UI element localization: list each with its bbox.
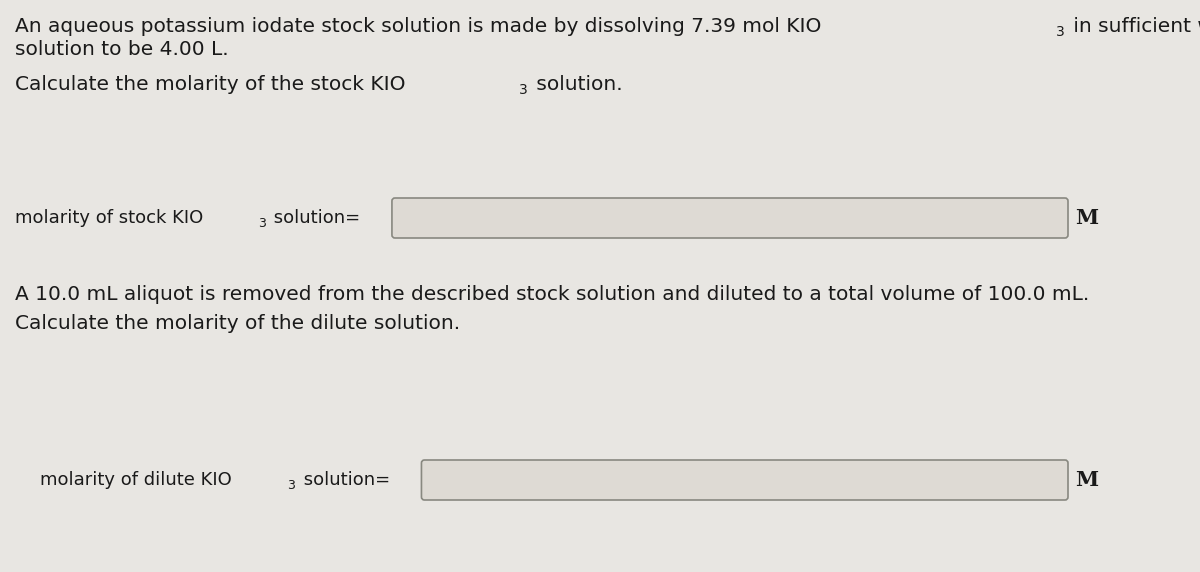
- Text: solution to be 4.00 L.: solution to be 4.00 L.: [14, 40, 229, 59]
- Text: solution.: solution.: [530, 75, 623, 94]
- Text: molarity of stock KIO: molarity of stock KIO: [14, 209, 203, 227]
- Text: solution=: solution=: [268, 209, 360, 227]
- FancyBboxPatch shape: [392, 198, 1068, 238]
- Text: 3: 3: [258, 217, 265, 231]
- Text: 3: 3: [288, 479, 295, 492]
- Text: solution=: solution=: [298, 471, 390, 489]
- Text: 3: 3: [518, 83, 528, 97]
- Text: Calculate the molarity of the stock KIO: Calculate the molarity of the stock KIO: [14, 75, 406, 94]
- Text: in sufficient water for the final volume of the: in sufficient water for the final volume…: [1067, 17, 1200, 36]
- Text: molarity of dilute KIO: molarity of dilute KIO: [40, 471, 232, 489]
- Text: M: M: [1075, 208, 1098, 228]
- Text: 3: 3: [1056, 25, 1064, 39]
- Text: An aqueous potassium iodate stock solution is made by dissolving 7.39 mol KIO: An aqueous potassium iodate stock soluti…: [14, 17, 821, 36]
- FancyBboxPatch shape: [421, 460, 1068, 500]
- Text: A 10.0 mL aliquot is removed from the described stock solution and diluted to a : A 10.0 mL aliquot is removed from the de…: [14, 285, 1090, 304]
- Text: M: M: [1075, 470, 1098, 490]
- Text: Calculate the molarity of the dilute solution.: Calculate the molarity of the dilute sol…: [14, 314, 460, 333]
